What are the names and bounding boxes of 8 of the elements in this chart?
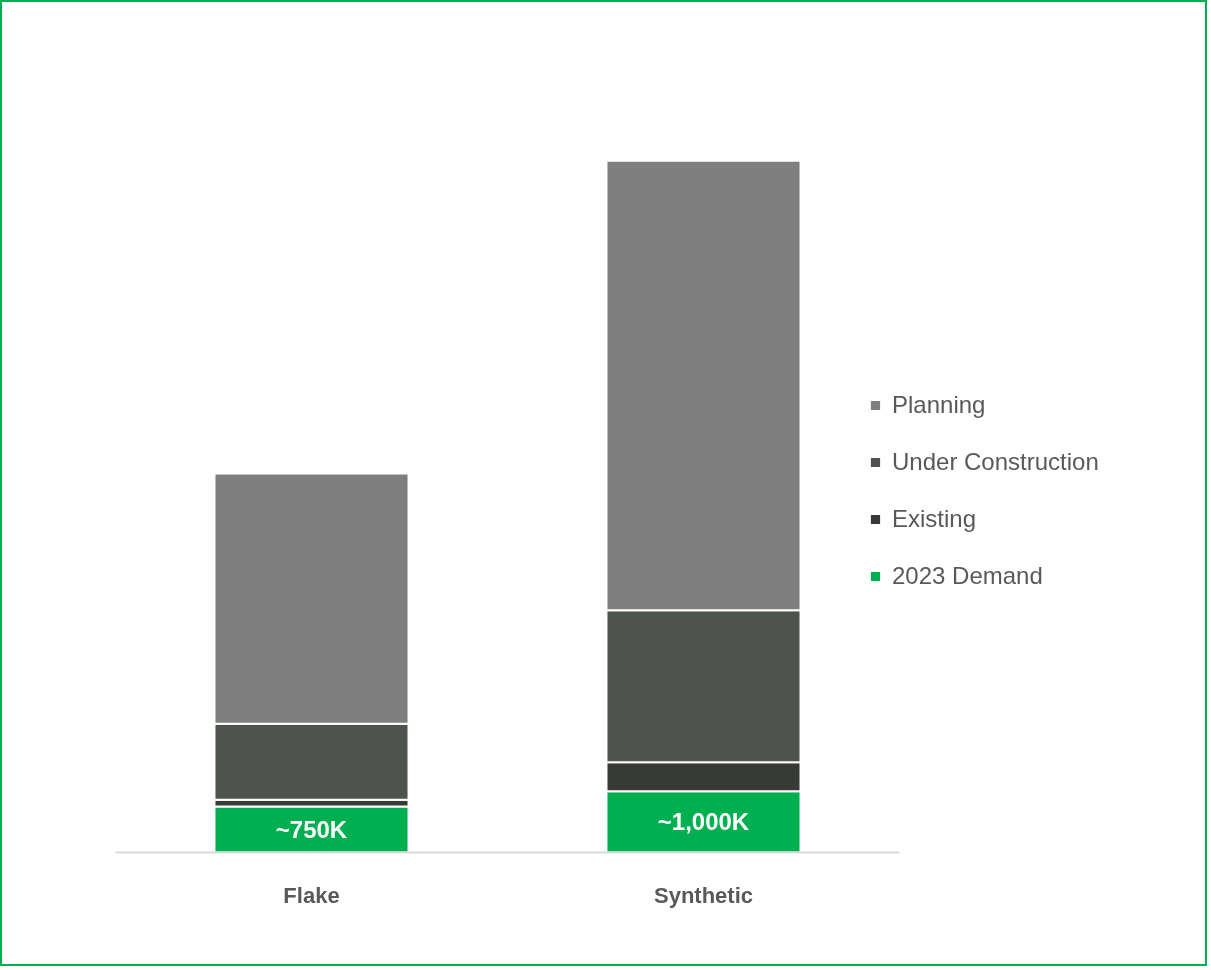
data-label: ~750K	[275, 816, 348, 844]
legend-label: Under Construction	[892, 448, 1099, 476]
data-label: ~1,000K	[657, 808, 750, 836]
legend-label: Existing	[892, 505, 977, 533]
x-tick-label: Synthetic	[653, 882, 754, 908]
legend-label: 2023 Demand	[892, 562, 1043, 590]
x-tick-label: Flake	[283, 882, 340, 908]
legend-label: Planning	[892, 391, 986, 419]
